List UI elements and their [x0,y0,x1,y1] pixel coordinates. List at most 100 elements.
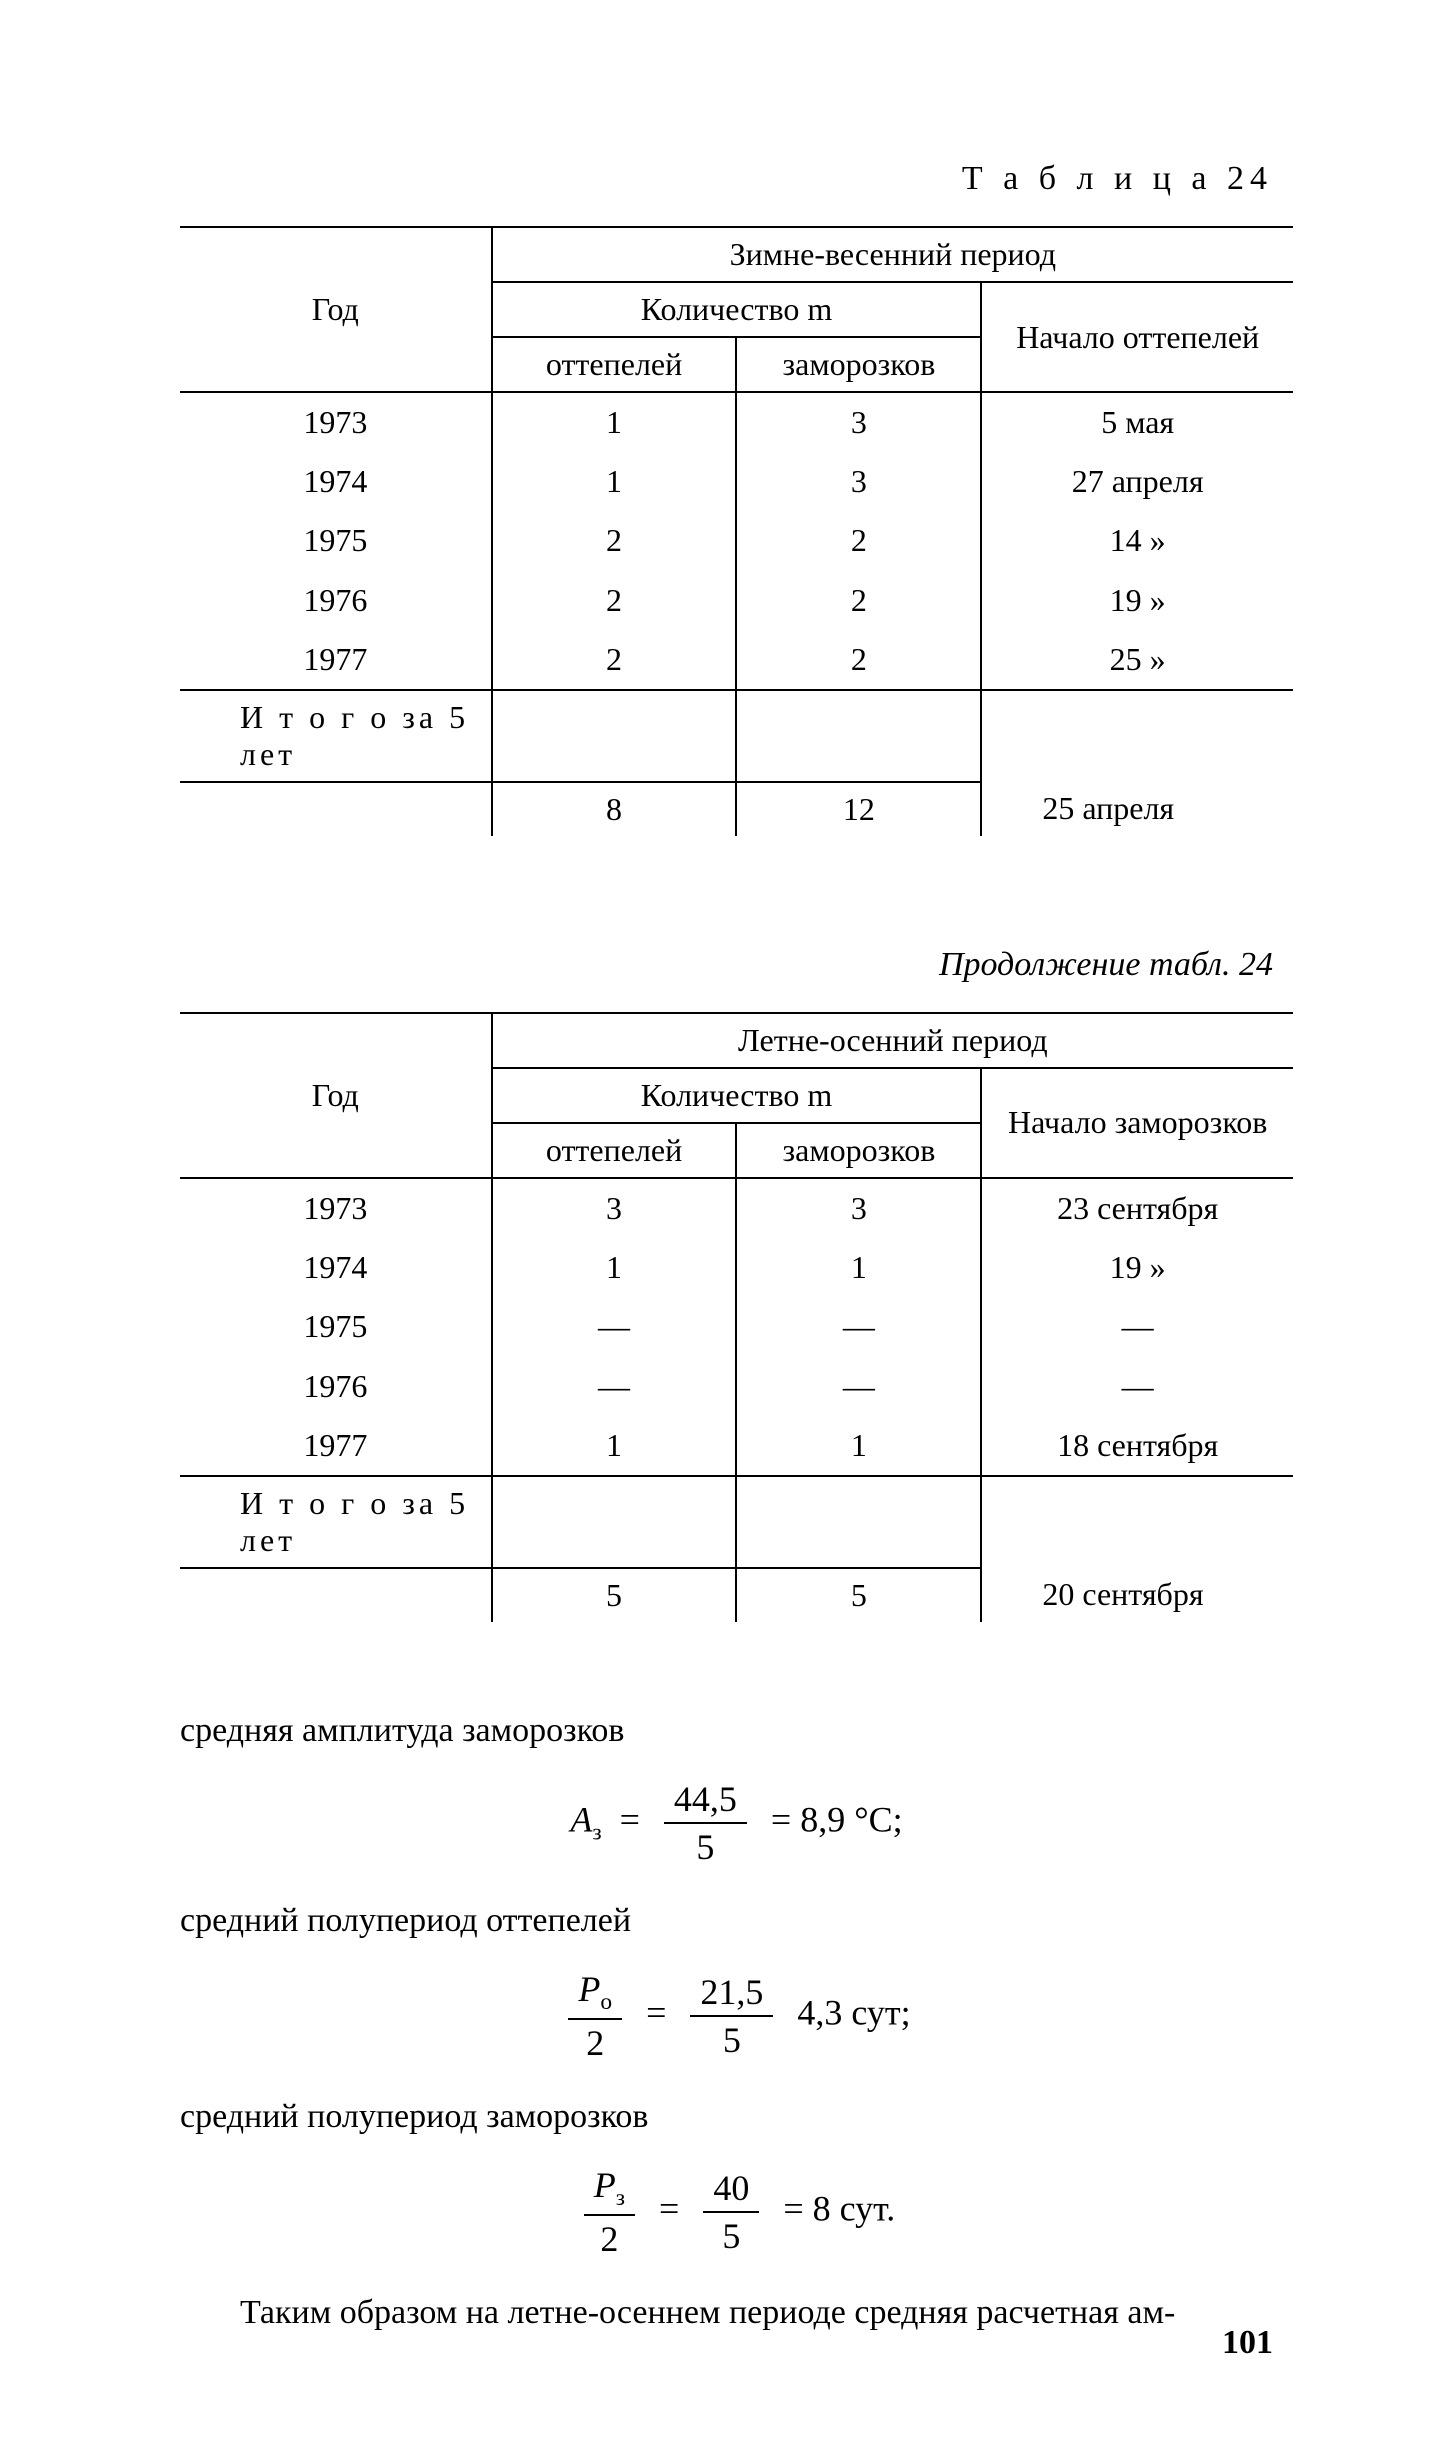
blank [492,690,737,782]
blank [981,690,1293,782]
formula-2: Pо 2 = 21,5 5 4,3 сут; [180,1968,1293,2064]
cell-ott: 1 [492,1416,737,1476]
cell-year: 1976 [180,571,492,630]
table-winter-spring: Год Зимне-весенний период Количество m Н… [180,226,1293,836]
cell-zam: 3 [736,1178,981,1238]
blank [981,1476,1293,1568]
col-subheader-zam: заморозков [736,1123,981,1178]
cell-zam: — [736,1297,981,1356]
cell-zam: 3 [736,452,981,511]
fraction: 21,5 5 [690,1971,773,2061]
table-row: 1976 — — — [180,1357,1293,1416]
result: 8 сут. [813,2188,896,2228]
cell-start: 14 » [981,511,1293,570]
col-header-year: Год [180,227,492,392]
paragraph: средний полупериод заморозков [180,2098,1293,2136]
cell-start: 27 апреля [981,452,1293,511]
cell-zam: 3 [736,392,981,452]
table-row: 1973 3 3 23 сентября [180,1178,1293,1238]
cell-ott: 1 [492,392,737,452]
total-zam: 5 [736,1568,981,1622]
table-total-values-row: 8 12 25 апреля [180,782,1293,836]
total-label: И т о г о за 5 лет [180,690,492,782]
table-row: 1975 — — — [180,1297,1293,1356]
col-header-start: Начало заморозков [981,1068,1293,1178]
cell-start: 19 » [981,571,1293,630]
table-row: 1973 1 3 5 мая [180,392,1293,452]
cell-year: 1973 [180,392,492,452]
page-number: 101 [1222,2324,1273,2362]
denominator: 5 [664,1824,747,1868]
blank [492,1476,737,1568]
paragraph: средняя амплитуда заморозков [180,1712,1293,1750]
col-subheader-ott: оттепелей [492,337,737,392]
total-start: 25 апреля [981,782,1293,836]
blank [180,782,492,836]
denominator: 5 [703,2213,759,2257]
cell-start: 18 сентября [981,1416,1293,1476]
subscript: о [600,1989,612,2015]
table-summer-autumn: Год Летне-осенний период Количество m На… [180,1012,1293,1622]
denominator: 5 [690,2017,773,2061]
subscript: з [592,1819,601,1845]
table-row: 1975 2 2 14 » [180,511,1293,570]
numerator: Pз [584,2164,635,2216]
var-p: P [578,1969,600,2009]
numerator: Pо [568,1968,622,2020]
col-subheader-ott: оттепелей [492,1123,737,1178]
cell-year: 1974 [180,452,492,511]
result: 8,9 °C; [800,1799,902,1839]
fraction: 40 5 [703,2167,759,2257]
table-row: 1974 1 1 19 » [180,1238,1293,1297]
table-caption: Т а б л и ц а 24 [180,160,1293,198]
cell-ott: 1 [492,452,737,511]
cell-zam: — [736,1357,981,1416]
table-total-label-row: И т о г о за 5 лет [180,1476,1293,1568]
total-label: И т о г о за 5 лет [180,1476,492,1568]
var-a: A [570,1799,592,1839]
formula-3: Pз 2 = 40 5 = 8 сут. [180,2164,1293,2260]
continuation-caption: Продолжение табл. 24 [180,946,1293,984]
col-header-qty: Количество m [492,282,982,337]
cell-start: 25 » [981,630,1293,690]
cell-start: 19 » [981,1238,1293,1297]
total-ott: 5 [492,1568,737,1622]
paragraph: Таким образом на летне-осеннем периоде с… [180,2294,1293,2332]
cell-zam: 2 [736,630,981,690]
table-total-values-row: 5 5 20 сентября [180,1568,1293,1622]
blank [180,1568,492,1622]
cell-zam: 1 [736,1238,981,1297]
col-header-year: Год [180,1013,492,1178]
cell-ott: — [492,1357,737,1416]
page: Т а б л и ц а 24 Год Зимне-весенний пери… [0,0,1453,2452]
table-row: 1977 2 2 25 » [180,630,1293,690]
var-p: P [594,2165,616,2205]
result: 4,3 сут; [797,1992,910,2032]
table-row: 1977 1 1 18 сентября [180,1416,1293,1476]
cell-zam: 2 [736,511,981,570]
col-header-start: Начало оттепелей [981,282,1293,392]
cell-start: 23 сентября [981,1178,1293,1238]
formula-1: Aз = 44,5 5 = 8,9 °C; [180,1778,1293,1868]
col-header-period: Зимне-весенний период [492,227,1293,282]
cell-zam: 1 [736,1416,981,1476]
cell-year: 1975 [180,511,492,570]
table-row: 1976 2 2 19 » [180,571,1293,630]
numerator: 21,5 [690,1971,773,2017]
cell-start: — [981,1357,1293,1416]
total-ott: 8 [492,782,737,836]
cell-ott: 2 [492,630,737,690]
fraction: 44,5 5 [664,1778,747,1868]
cell-year: 1975 [180,1297,492,1356]
cell-year: 1974 [180,1238,492,1297]
cell-ott: 2 [492,571,737,630]
table-total-label-row: И т о г о за 5 лет [180,690,1293,782]
blank [736,690,981,782]
denominator: 2 [584,2216,635,2260]
cell-ott: 1 [492,1238,737,1297]
cell-year: 1976 [180,1357,492,1416]
cell-start: — [981,1297,1293,1356]
total-start: 20 сентября [981,1568,1293,1622]
paragraph: средний полупериод оттепелей [180,1902,1293,1940]
cell-year: 1977 [180,630,492,690]
